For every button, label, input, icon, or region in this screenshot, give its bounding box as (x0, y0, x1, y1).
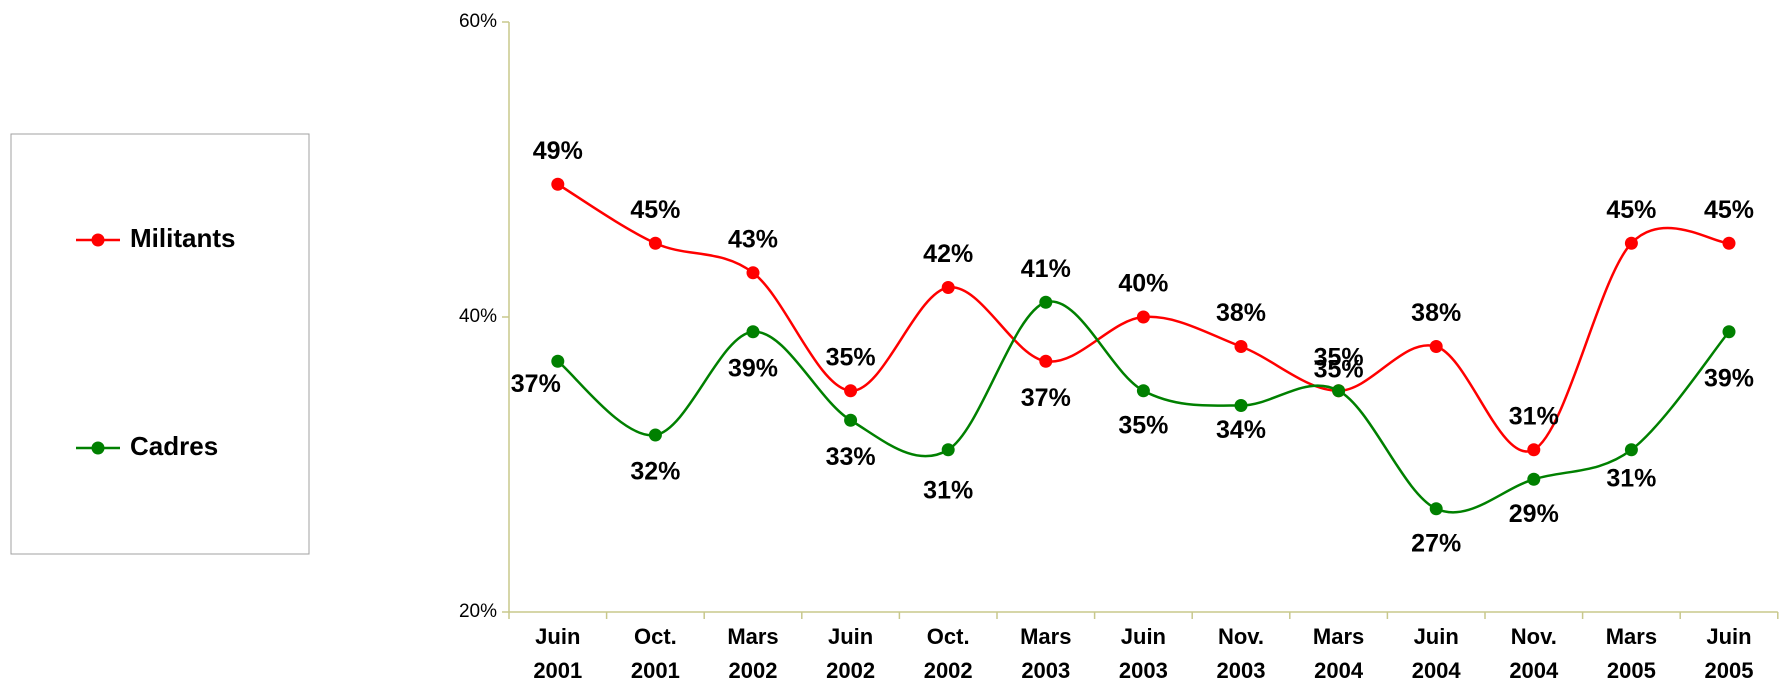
data-point (941, 443, 955, 457)
data-label: 45% (630, 196, 680, 224)
data-point (1332, 384, 1346, 398)
data-label: 43% (728, 225, 778, 253)
x-tick-label: Juin 2005 (1704, 624, 1754, 683)
data-label: 37% (511, 370, 561, 398)
x-tick-label: Nov. 2004 (1509, 624, 1559, 683)
data-label: 35% (1118, 411, 1168, 439)
x-tick-label: Juin 2001 (533, 624, 583, 683)
data-point (551, 177, 565, 191)
data-point (1039, 354, 1053, 368)
data-label: 38% (1216, 299, 1266, 327)
data-point (844, 384, 858, 398)
data-label: 49% (533, 137, 583, 165)
x-tick-label: Mars 2004 (1312, 624, 1365, 683)
data-point (1624, 236, 1638, 250)
data-point (941, 281, 955, 294)
data-label: 31% (1509, 402, 1559, 430)
data-label: 29% (1509, 500, 1559, 528)
data-point (1624, 443, 1638, 457)
data-label: 40% (1118, 270, 1168, 298)
data-label: 33% (826, 443, 876, 471)
data-point (844, 413, 858, 427)
data-point (1722, 325, 1736, 339)
data-point (1429, 340, 1443, 353)
data-label: 32% (630, 458, 680, 486)
data-label: 41% (1021, 255, 1071, 283)
data-label: 39% (728, 354, 778, 382)
data-label: 39% (1704, 364, 1754, 392)
legend-marker (91, 233, 105, 247)
data-label: 45% (1704, 196, 1754, 224)
x-tick-label: Oct. 2001 (630, 624, 680, 683)
data-label: 45% (1606, 196, 1656, 224)
y-tick-label: 20% (459, 601, 497, 622)
x-tick-label: Juin 2004 (1411, 624, 1461, 683)
x-tick-label: Nov. 2003 (1216, 624, 1266, 683)
data-label: 34% (1216, 416, 1266, 444)
data-label: 35% (1314, 355, 1364, 383)
y-tick-label: 40% (459, 306, 497, 327)
data-label: 37% (1021, 384, 1071, 412)
data-point (1429, 502, 1443, 516)
x-tick-label: Mars 2002 (727, 624, 779, 683)
data-label: 42% (923, 240, 973, 268)
legend-box (10, 133, 310, 555)
data-label: 35% (1314, 343, 1364, 371)
x-tick-label: Mars 2003 (1020, 624, 1072, 683)
data-label: 31% (1606, 464, 1656, 492)
data-point (1136, 384, 1150, 398)
y-tick-label: 60% (459, 11, 497, 32)
data-label: 38% (1411, 299, 1461, 327)
data-point (1136, 310, 1150, 324)
data-point (1234, 340, 1248, 353)
x-tick-label: Mars 2005 (1605, 624, 1658, 683)
data-point (648, 428, 662, 442)
x-tick-label: Juin 2002 (826, 624, 876, 683)
legend-label: Militants (130, 223, 235, 253)
data-point (1527, 443, 1541, 457)
data-point (1527, 472, 1541, 486)
data-point (551, 354, 565, 368)
legend-label: Cadres (130, 431, 218, 461)
x-tick-label: Oct. 2002 (923, 624, 973, 683)
x-tick-label: Juin 2003 (1118, 624, 1168, 683)
data-label: 35% (826, 343, 876, 371)
data-point (746, 325, 760, 339)
legend-marker (91, 441, 105, 455)
data-point (1234, 399, 1248, 412)
data-label: 31% (923, 476, 973, 504)
data-point (1722, 236, 1736, 250)
data-point (1039, 295, 1053, 309)
data-point (648, 236, 662, 250)
data-point (746, 266, 760, 280)
data-label: 27% (1411, 529, 1461, 557)
